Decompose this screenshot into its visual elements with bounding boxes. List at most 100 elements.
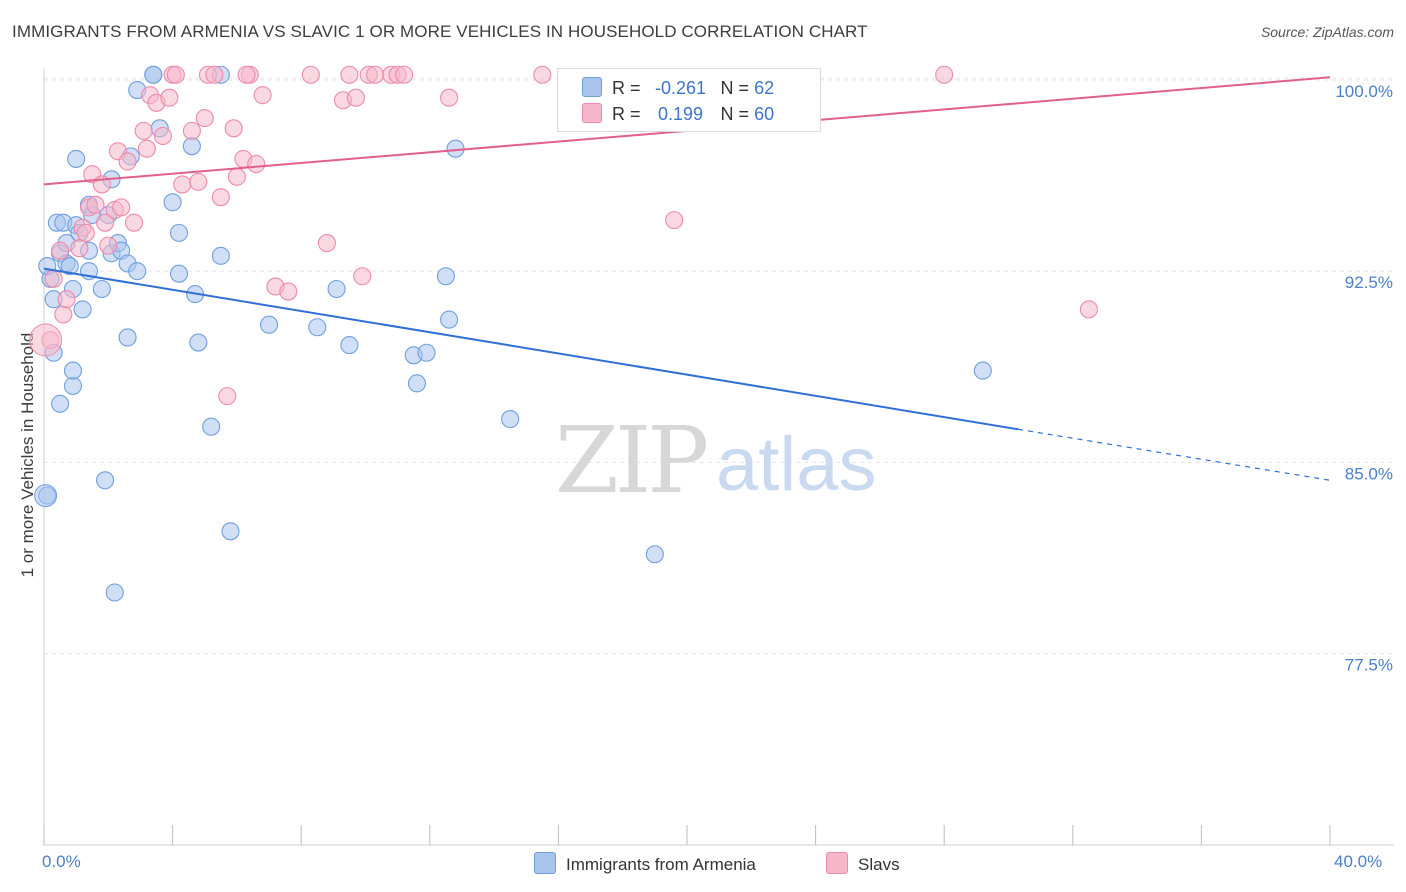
watermark-zip: ZIP — [555, 407, 706, 514]
point-slavs — [211, 188, 230, 207]
point-slavs — [153, 126, 173, 146]
legend-n-value-armenia: 62 — [754, 78, 775, 98]
point-armenia — [63, 361, 82, 380]
point-armenia — [501, 410, 520, 429]
point-slavs — [54, 305, 73, 324]
legend-row-armenia: R = -0.261 N = 62 — [582, 77, 774, 99]
point-armenia — [34, 484, 58, 508]
point-slavs — [99, 236, 118, 255]
point-slavs — [112, 198, 131, 217]
point-slavs — [340, 65, 359, 84]
point-slavs — [44, 269, 63, 288]
point-armenia — [436, 267, 455, 286]
point-slavs — [195, 109, 214, 128]
y-tick-label: 100.0% — [1335, 82, 1393, 101]
point-armenia — [73, 300, 92, 319]
point-armenia — [60, 256, 79, 276]
point-slavs — [237, 65, 256, 84]
point-armenia — [67, 149, 86, 168]
point-slavs — [160, 88, 179, 107]
point-armenia — [327, 279, 346, 299]
point-slavs — [533, 65, 552, 84]
y-tick-label: 92.5% — [1345, 273, 1393, 292]
bottom-legend-label-armenia: Immigrants from Armenia — [566, 855, 756, 874]
point-armenia — [440, 310, 459, 329]
bottom-legend-label-slavs: Slavs — [858, 855, 900, 874]
point-slavs — [253, 86, 272, 105]
legend-r-value-slavs: 0.199 — [658, 104, 704, 124]
point-armenia — [211, 246, 230, 265]
point-armenia — [163, 193, 182, 212]
legend-row-slavs: R = 0.199 N = 60 — [582, 103, 774, 125]
chart-title: IMMIGRANTS FROM ARMENIA VS SLAVIC 1 OR M… — [12, 22, 868, 41]
point-slavs — [124, 213, 144, 232]
point-armenia — [221, 522, 240, 541]
point-slavs — [346, 88, 365, 107]
trend-line-armenia-extension — [1018, 428, 1331, 481]
point-slavs — [86, 195, 105, 214]
point-armenia — [645, 545, 664, 564]
point-slavs — [173, 175, 192, 194]
point-slavs — [935, 65, 954, 84]
point-slavs — [227, 167, 246, 186]
point-slavs — [395, 65, 414, 84]
point-armenia — [128, 262, 147, 281]
point-armenia — [92, 279, 111, 299]
point-armenia — [202, 417, 221, 436]
x-tick-label-max: 40.0% — [1334, 852, 1383, 871]
point-armenia — [973, 361, 992, 380]
point-slavs — [301, 65, 320, 84]
point-armenia — [340, 336, 359, 355]
axes — [43, 68, 1394, 846]
point-armenia — [308, 318, 327, 337]
legend-n-label: N = — [720, 78, 750, 98]
point-slavs — [29, 323, 63, 357]
series-armenia-points — [34, 65, 992, 602]
y-tick-labels: 100.0% 92.5% 85.0% 77.5% — [1335, 82, 1393, 675]
series-slavs-points — [29, 65, 1098, 406]
point-armenia — [169, 264, 189, 283]
point-slavs — [353, 267, 372, 286]
point-slavs — [205, 65, 224, 84]
point-armenia — [259, 315, 279, 334]
legend-swatch-slavs — [582, 103, 602, 123]
point-slavs — [134, 121, 153, 140]
bottom-legend-swatch-armenia — [534, 852, 556, 874]
point-slavs — [1079, 300, 1098, 319]
y-tick-label: 85.0% — [1345, 464, 1393, 483]
point-slavs — [166, 65, 185, 84]
point-slavs — [70, 239, 89, 258]
source-label: Source: ZipAtlas.com — [1260, 24, 1394, 40]
watermark-atlas: atlas — [716, 422, 877, 507]
point-slavs — [440, 88, 459, 107]
bottom-legend-swatch-slavs — [826, 852, 848, 874]
point-slavs — [247, 154, 266, 174]
x-tick-label-min: 0.0% — [42, 852, 81, 871]
point-slavs — [51, 241, 70, 260]
legend-n-label: N = — [720, 104, 750, 124]
point-slavs — [182, 121, 201, 140]
watermark: ZIP atlas — [555, 407, 877, 514]
point-slavs — [96, 213, 115, 232]
point-slavs — [279, 282, 298, 301]
legend-r-value-armenia: -0.261 — [655, 78, 707, 98]
point-armenia — [96, 471, 115, 490]
point-slavs — [189, 172, 208, 191]
point-slavs — [665, 211, 684, 230]
point-armenia — [169, 223, 189, 242]
point-slavs — [218, 387, 237, 406]
bottom-legend-armenia: Immigrants from Armenia — [534, 852, 756, 875]
y-tick-label: 77.5% — [1345, 656, 1393, 675]
trend-line-armenia — [43, 267, 1019, 431]
legend-swatch-armenia — [582, 77, 602, 97]
point-armenia — [105, 583, 124, 602]
point-slavs — [57, 290, 76, 309]
legend-n-value-slavs: 60 — [754, 104, 775, 124]
point-armenia — [182, 137, 201, 156]
point-slavs — [224, 119, 243, 138]
point-slavs — [137, 139, 156, 158]
point-armenia — [189, 333, 208, 352]
point-slavs — [118, 152, 137, 171]
point-armenia — [407, 374, 426, 393]
